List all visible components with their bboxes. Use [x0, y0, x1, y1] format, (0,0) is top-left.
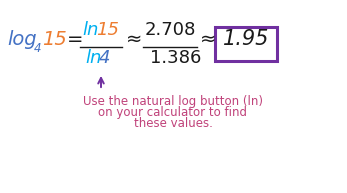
Text: 4: 4	[34, 42, 42, 55]
Text: 1.386: 1.386	[150, 49, 201, 67]
Text: 2.708: 2.708	[145, 21, 196, 39]
Text: log: log	[7, 30, 37, 49]
Text: =: =	[67, 30, 84, 49]
Text: 15: 15	[42, 30, 67, 49]
Text: ≈: ≈	[126, 30, 142, 49]
FancyBboxPatch shape	[215, 27, 277, 61]
Text: ≈: ≈	[200, 30, 217, 49]
Text: 15: 15	[96, 21, 119, 39]
Text: 1.95: 1.95	[223, 29, 269, 49]
Text: ln: ln	[85, 49, 101, 67]
Text: 4: 4	[99, 49, 110, 67]
Text: these values.: these values.	[134, 117, 212, 130]
Text: Use the natural log button (ln): Use the natural log button (ln)	[83, 95, 263, 108]
Text: on your calculator to find: on your calculator to find	[99, 106, 247, 119]
Text: ln: ln	[82, 21, 99, 39]
